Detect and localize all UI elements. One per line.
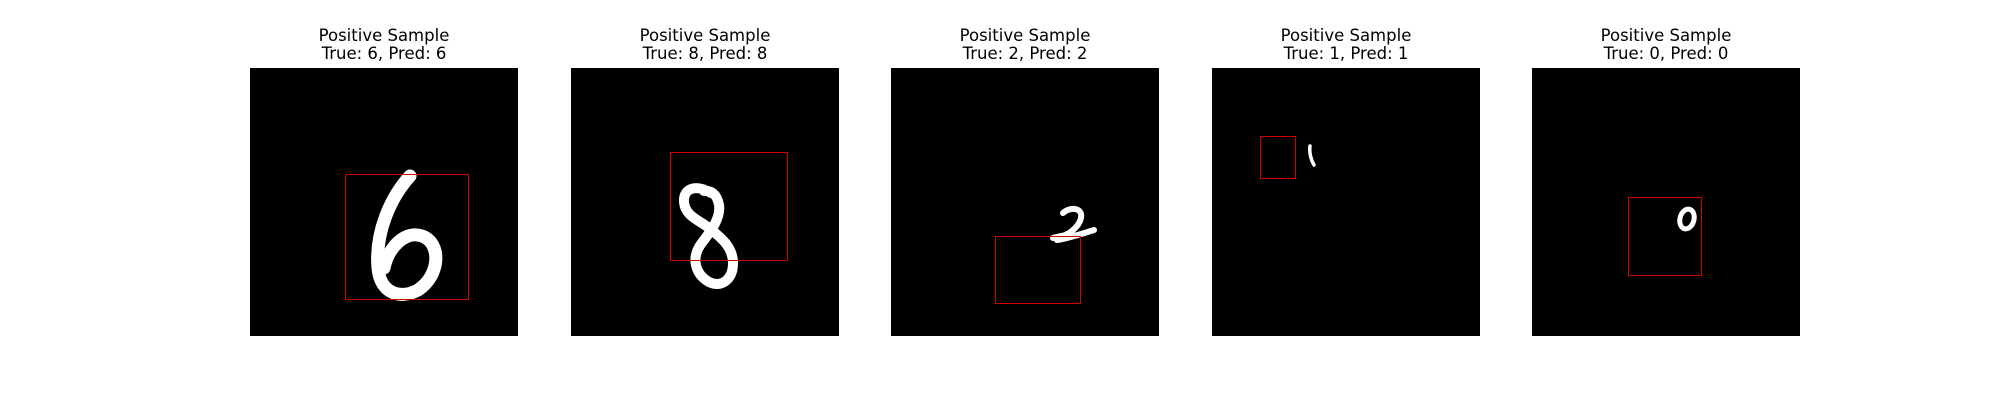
- sample-panel-1: Positive Sample True: 6, Pred: 6: [250, 0, 518, 400]
- panel-title-line: Positive Sample: [639, 26, 771, 45]
- bounding-box: [995, 236, 1081, 304]
- bounding-box: [1260, 136, 1296, 179]
- sample-panel-4: Positive Sample True: 1, Pred: 1: [1212, 0, 1480, 400]
- digit-glyph: [679, 183, 738, 289]
- panel-title-line: Positive Sample: [1280, 26, 1412, 45]
- sample-panel-3: Positive Sample True: 2, Pred: 2: [891, 0, 1159, 400]
- panel-title: Positive Sample True: 2, Pred: 2: [851, 27, 1199, 63]
- digit-image: [571, 68, 839, 336]
- digit-glyph: [1677, 206, 1697, 232]
- panel-title-line: Positive Sample: [1600, 26, 1732, 45]
- panel-title: Positive Sample True: 1, Pred: 1: [1172, 27, 1520, 63]
- panel-subtitle-line: True: 8, Pred: 8: [642, 44, 768, 63]
- panel-title-line: Positive Sample: [318, 26, 450, 45]
- bounding-box: [1628, 197, 1702, 276]
- bounding-box: [345, 174, 469, 300]
- panel-title: Positive Sample True: 0, Pred: 0: [1492, 27, 1840, 63]
- digit-image: [1212, 68, 1480, 336]
- panel-title-line: Positive Sample: [959, 26, 1091, 45]
- sample-panel-2: Positive Sample True: 8, Pred: 8: [571, 0, 839, 400]
- digit-glyph: [371, 169, 443, 301]
- digit-glyph: [1308, 144, 1316, 167]
- panel-subtitle-line: True: 6, Pred: 6: [321, 44, 447, 63]
- digit-image: [250, 68, 518, 336]
- panel-subtitle-line: True: 0, Pred: 0: [1603, 44, 1729, 63]
- digit-image: [1532, 68, 1800, 336]
- sample-panel-5: Positive Sample True: 0, Pred: 0: [1532, 0, 1800, 400]
- panel-title: Positive Sample True: 6, Pred: 6: [210, 27, 558, 63]
- bounding-box: [670, 152, 788, 261]
- panel-subtitle-line: True: 2, Pred: 2: [962, 44, 1088, 63]
- panel-subtitle-line: True: 1, Pred: 1: [1283, 44, 1409, 63]
- panel-title: Positive Sample True: 8, Pred: 8: [531, 27, 879, 63]
- digit-image: [891, 68, 1159, 336]
